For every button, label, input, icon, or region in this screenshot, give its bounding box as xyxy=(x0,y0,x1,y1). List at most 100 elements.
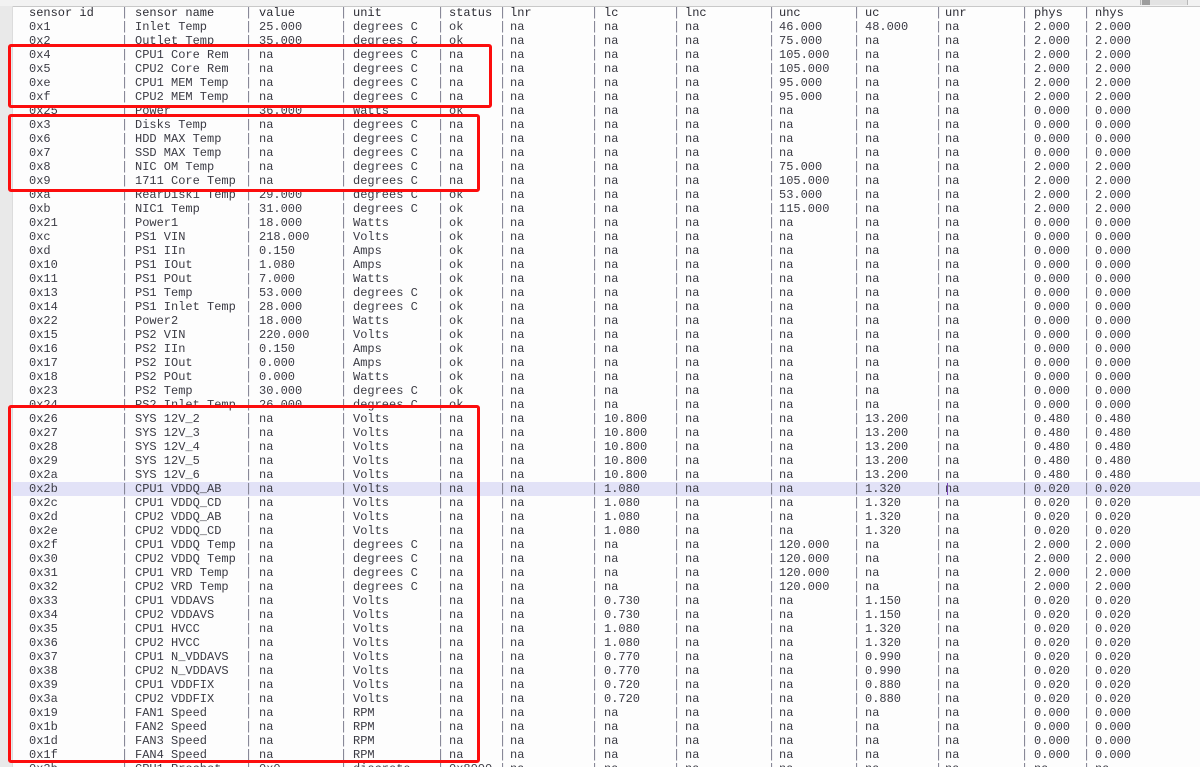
column-separator: | xyxy=(121,370,129,384)
table-row[interactable]: 0x15 | PS2 VIN | 220.000 | Volts | ok | na | na | na | n… xyxy=(13,328,1200,342)
column-separator: | xyxy=(591,664,599,678)
column-separator: | xyxy=(437,342,445,356)
horizontal-scrollbar-thumb[interactable] xyxy=(1142,0,1150,5)
table-row[interactable]: 0x5 | CPU2 Core Rem | na | degrees C | na | na | na |… xyxy=(13,62,1200,76)
table-row[interactable]: 0xb | NIC1 Temp | 31.000 | degrees C | ok | na | na |… xyxy=(13,202,1200,216)
table-row[interactable]: 0x2e | CPU2 VDDQ_CD | na | Volts | na | na | 1.080 | n… xyxy=(13,524,1200,538)
table-row[interactable]: 0x32 | CPU2 VRD Temp | na | degrees C | na | na | na… xyxy=(13,580,1200,594)
table-row[interactable]: 0x30 | CPU2 VDDQ Temp | na | degrees C | na | na | n… xyxy=(13,552,1200,566)
table-row[interactable]: 0x24 | PS2 Inlet Temp | 26.000 | degrees C | ok |… xyxy=(13,398,1200,412)
cell-lnr: na xyxy=(510,650,525,664)
table-row[interactable]: 0xd | PS1 IIn | 0.150 | Amps | ok | na | na | na | na | na… xyxy=(13,244,1200,258)
cell-lnc: na xyxy=(685,48,700,62)
table-row[interactable]: 0x23 | PS2 Temp | 30.000 | degrees C | ok | na | na |… xyxy=(13,384,1200,398)
column-separator: | xyxy=(935,552,943,566)
table-header-row[interactable]: sensor id | sensor name | value | unit | status |… xyxy=(13,6,1200,20)
table-row[interactable]: 0x25 | Power | 36.000 | Watts | ok | na | na | na | na | n… xyxy=(13,104,1200,118)
table-row[interactable]: 0x18 | PS2 POut | 0.000 | Watts | ok | na | na | na | na… xyxy=(13,370,1200,384)
table-row[interactable]: 0x9 | 1711 Core Temp | na | degrees C | na | na | na… xyxy=(13,174,1200,188)
column-separator: | xyxy=(340,622,348,636)
column-separator: | xyxy=(591,608,599,622)
table-row[interactable]: 0x8 | NIC OM Temp | na | degrees C | na | na | na | na… xyxy=(13,160,1200,174)
table-row[interactable]: 0x3 | Disks Temp | na | degrees C | na | na | na | na |… xyxy=(13,118,1200,132)
table-row[interactable]: 0x26 | SYS 12V_2 | na | Volts | na | na | 10.800 | na |… xyxy=(13,412,1200,426)
table-row[interactable]: 0x6 | HDD MAX Temp | na | degrees C | na | na | na | n… xyxy=(13,132,1200,146)
table-row[interactable]: 0x16 | PS2 IIn | 0.150 | Amps | ok | na | na | na | na | n… xyxy=(13,342,1200,356)
table-row[interactable]: 0x2b | CPU1 VDDQ_AB | na | Volts | na | na | 1.080 | n… xyxy=(13,482,1200,496)
table-row[interactable]: 0x37 | CPU1 N_VDDAVS | na | Volts | na | na | 0.770 |… xyxy=(13,650,1200,664)
column-separator: | xyxy=(499,636,507,650)
column-separator: | xyxy=(673,650,681,664)
column-separator: | xyxy=(121,216,129,230)
table-row[interactable]: 0x2c | CPU1 VDDQ_CD | na | Volts | na | na | 1.080 | n… xyxy=(13,496,1200,510)
column-separator: | xyxy=(499,300,507,314)
table-row[interactable]: 0x1b | FAN2 Speed | na | RPM | na | na | na | na | na | na… xyxy=(13,720,1200,734)
cell-value: na xyxy=(259,454,274,468)
cell-sensor-id: 0x3 xyxy=(29,118,51,132)
column-separator: | xyxy=(340,370,348,384)
cell-lc: 1.080 xyxy=(604,496,641,510)
table-row[interactable]: 0x1d | FAN3 Speed | na | RPM | na | na | na | na | na | na… xyxy=(13,734,1200,748)
table-row[interactable]: 0x3b|CPU1 Prochot|0x0|discrete|0x8000|na… xyxy=(13,762,1200,767)
cell-value: na xyxy=(259,524,274,538)
table-row[interactable]: 0xf | CPU2 MEM Temp | na | degrees C | na | na | na |… xyxy=(13,90,1200,104)
cell-unr: na xyxy=(945,426,960,440)
table-row[interactable]: 0x1f | FAN4 Speed | na | RPM | na | na | na | na | na | na… xyxy=(13,748,1200,762)
table-row[interactable]: 0x33 | CPU1 VDDAVS | na | Volts | na | na | 0.730 | na… xyxy=(13,594,1200,608)
cell-value: na xyxy=(259,174,274,188)
column-separator: | xyxy=(1083,468,1091,482)
table-row[interactable]: 0x14 | PS1 Inlet Temp | 28.000 | degrees C | ok |… xyxy=(13,300,1200,314)
cell-phys: 2.000 xyxy=(1034,174,1071,188)
cell-sensor-id: 0xd xyxy=(29,244,51,258)
column-separator: | xyxy=(768,692,776,706)
cell-unr: na xyxy=(945,188,960,202)
table-row[interactable]: 0x31 | CPU1 VRD Temp | na | degrees C | na | na | na… xyxy=(13,566,1200,580)
cell-unit: degrees C xyxy=(353,300,418,314)
table-row[interactable]: 0x3a | CPU2 VDDFIX | na | Volts | na | na | 0.720 | na… xyxy=(13,692,1200,706)
sensor-table[interactable]: sensor id | sensor name | value | unit | status |… xyxy=(13,6,1200,767)
column-separator: | xyxy=(853,48,861,62)
table-row[interactable]: 0x7 | SSD MAX Temp | na | degrees C | na | na | na | n… xyxy=(13,146,1200,160)
cell-value: na xyxy=(259,62,274,76)
table-row[interactable]: 0x29 | SYS 12V_5 | na | Volts | na | na | 10.800 | na |… xyxy=(13,454,1200,468)
cell-sensor-name: Power2 xyxy=(135,314,179,328)
column-separator: | xyxy=(591,482,599,496)
table-row[interactable]: 0x1 | Inlet Temp | 25.000 | degrees C | ok | na | na… xyxy=(13,20,1200,34)
column-separator: | xyxy=(499,538,507,552)
table-row[interactable]: 0x28 | SYS 12V_4 | na | Volts | na | na | 10.800 | na |… xyxy=(13,440,1200,454)
table-row[interactable]: 0x2f | CPU1 VDDQ Temp | na | degrees C | na | na | n… xyxy=(13,538,1200,552)
cell-sensor-name: SYS 12V_4 xyxy=(135,440,200,454)
cell-sensor-name: CPU2 VDDQ_AB xyxy=(135,510,222,524)
table-row[interactable]: 0x21 | Power1 | 18.000 | Watts | ok | na | na | na | na |… xyxy=(13,216,1200,230)
table-row[interactable]: 0x34 | CPU2 VDDAVS | na | Volts | na | na | 0.730 | na… xyxy=(13,608,1200,622)
table-row[interactable]: 0x27 | SYS 12V_3 | na | Volts | na | na | 10.800 | na |… xyxy=(13,426,1200,440)
cell-phys: 2.000 xyxy=(1034,76,1071,90)
table-row[interactable]: 0x22 | Power2 | 18.000 | Watts | ok | na | na | na | na |… xyxy=(13,314,1200,328)
column-separator: | xyxy=(121,118,129,132)
table-row[interactable]: 0x36 | CPU2 HVCC | na | Volts | na | na | 1.080 | na | n… xyxy=(13,636,1200,650)
column-separator: | xyxy=(499,160,507,174)
cell-lc: na xyxy=(604,20,619,34)
table-row[interactable]: 0x10 | PS1 IOut | 1.080 | Amps | ok | na | na | na | na |… xyxy=(13,258,1200,272)
table-row[interactable]: 0x35 | CPU1 HVCC | na | Volts | na | na | 1.080 | na | n… xyxy=(13,622,1200,636)
cell-lnr: na xyxy=(510,482,525,496)
table-row[interactable]: 0x2 | Outlet Temp | 35.000 | degrees C | ok | na | n… xyxy=(13,34,1200,48)
horizontal-scrollbar[interactable] xyxy=(1140,0,1188,5)
table-row[interactable]: 0xe | CPU1 MEM Temp | na | degrees C | na | na | na |… xyxy=(13,76,1200,90)
column-separator: | xyxy=(853,664,861,678)
table-row[interactable]: 0xc | PS1 VIN | 218.000 | Volts | ok | na | na | na | na… xyxy=(13,230,1200,244)
table-row[interactable]: 0x38 | CPU2 N_VDDAVS | na | Volts | na | na | 0.770 |… xyxy=(13,664,1200,678)
table-row[interactable]: 0x2a | SYS 12V_6 | na | Volts | na | na | 10.800 | na |… xyxy=(13,468,1200,482)
table-row[interactable]: 0x11 | PS1 POut | 7.000 | Watts | ok | na | na | na | na… xyxy=(13,272,1200,286)
table-row[interactable]: 0x2d | CPU2 VDDQ_AB | na | Volts | na | na | 1.080 | n… xyxy=(13,510,1200,524)
cell-sensor-id: 0x1f xyxy=(29,748,58,762)
column-separator: | xyxy=(935,34,943,48)
table-row[interactable]: 0x39 | CPU1 VDDFIX | na | Volts | na | na | 0.720 | na… xyxy=(13,678,1200,692)
table-row[interactable]: 0x19 | FAN1 Speed | na | RPM | na | na | na | na | na | na… xyxy=(13,706,1200,720)
table-row[interactable]: 0x4 | CPU1 Core Rem | na | degrees C | na | na | na |… xyxy=(13,48,1200,62)
column-separator: | xyxy=(499,496,507,510)
cell-value: na xyxy=(259,594,274,608)
table-row[interactable]: 0x17 | PS2 IOut | 0.000 | Amps | ok | na | na | na | na |… xyxy=(13,356,1200,370)
table-row[interactable]: 0xa | RearDisk1 Temp | 29.000 | degrees C | ok | n… xyxy=(13,188,1200,202)
table-row[interactable]: 0x13 | PS1 Temp | 53.000 | degrees C | ok | na | na |… xyxy=(13,286,1200,300)
